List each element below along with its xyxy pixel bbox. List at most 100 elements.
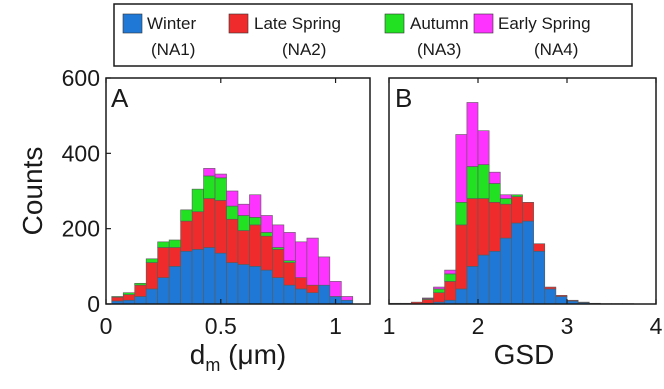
bar-panel-a-series-3-bin-13 — [260, 215, 273, 233]
bar-panel-a-series-2-bin-10 — [226, 205, 239, 220]
xtick-label-b-3: 4 — [650, 313, 663, 339]
legend: Winter (NA1) Late Spring (NA2) Autumn (N… — [113, 3, 633, 67]
bar-panel-b-series-0-bin-10 — [499, 237, 512, 305]
bar-panel-a-series-0-bin-8 — [203, 247, 216, 305]
legend-sub-late-spring: (NA2) — [282, 40, 326, 59]
bar-panel-b-series-1-bin-12 — [522, 202, 534, 222]
xtick-label-b-2: 3 — [561, 313, 574, 339]
bar-panel-b-series-2-bin-8 — [477, 164, 490, 199]
bar-panel-b-series-3-bin-8 — [477, 130, 490, 165]
bar-panel-a-series-0-bin-4 — [157, 277, 170, 305]
bar-panel-a-series-1-bin-4 — [157, 247, 170, 278]
xtick-label-a-0: 0 — [100, 313, 113, 339]
xtick-label-b-0: 1 — [383, 313, 396, 339]
legend-swatch-autumn — [384, 13, 405, 34]
bar-panel-a-series-2-bin-3 — [145, 258, 158, 263]
bar-panel-a-series-1-bin-2 — [134, 284, 147, 297]
bar-panel-a-series-1-bin-7 — [191, 211, 204, 250]
ytick-label-a-2: 400 — [62, 140, 100, 166]
bar-panel-a-series-0-bin-12 — [249, 266, 262, 305]
bar-panel-a-series-2-bin-0 — [111, 296, 124, 298]
bar-panel-b-series-3-bin-10 — [499, 194, 512, 199]
bar-panel-b-series-3-bin-3 — [422, 297, 434, 300]
legend-label-winter: Winter — [147, 14, 196, 33]
bar-panel-a-series-1-bin-17 — [306, 284, 319, 294]
panel-a: 0 0.5 1 0 200 400 600 A Counts dm (μm) — [17, 65, 371, 375]
bar-panel-b-series-1-bin-4 — [433, 292, 445, 303]
bar-panel-b-series-0-bin-11 — [511, 222, 523, 305]
panel-b-axes-box — [388, 77, 657, 305]
bar-panel-a-series-2-bin-1 — [122, 292, 136, 295]
bar-panel-a-series-3-bin-19 — [329, 281, 342, 297]
bar-panel-a-series-2-bin-5 — [168, 239, 181, 248]
bar-panel-a-series-1-bin-1 — [122, 294, 136, 301]
bar-panel-b-series-0-bin-8 — [477, 254, 490, 305]
legend-item-winter: Winter (NA1) — [122, 13, 196, 59]
legend-item-late-spring: Late Spring (NA2) — [228, 13, 341, 59]
bar-panel-a-series-3-bin-8 — [203, 168, 216, 177]
bar-panel-a-series-3-bin-12 — [249, 194, 262, 218]
bar-panel-a-series-0-bin-7 — [191, 249, 204, 305]
bar-panel-a-series-3-bin-17 — [306, 237, 319, 286]
panel-a-xlabel: dm (μm) — [190, 339, 286, 375]
panel-b-xlabel: GSD — [494, 339, 555, 370]
bar-panel-a-series-1-bin-6 — [180, 220, 193, 252]
legend-label-late-spring: Late Spring — [254, 14, 341, 33]
bar-panel-b-series-1-bin-5 — [444, 281, 457, 301]
panel-a-ylabel: Counts — [17, 147, 48, 236]
legend-label-autumn: Autumn — [410, 14, 469, 33]
bar-panel-b-series-0-bin-13 — [533, 250, 546, 305]
bar-panel-a-series-0-bin-16 — [295, 288, 308, 305]
panel-a-xlabel-sub: m — [205, 355, 220, 375]
bar-panel-b-series-0-bin-12 — [522, 220, 534, 305]
bar-panel-a-series-1-bin-15 — [283, 262, 296, 286]
xtick-label-a-2: 1 — [329, 313, 342, 339]
panel-a-label: A — [111, 83, 129, 113]
bar-panel-b-series-1-bin-8 — [477, 198, 490, 256]
legend-label-early-spring: Early Spring — [498, 14, 591, 33]
bar-panel-a-series-3-bin-16 — [295, 241, 308, 278]
bar-panel-b-series-1-bin-13 — [533, 243, 546, 252]
legend-sub-autumn: (NA3) — [417, 40, 461, 59]
bar-panel-b-series-0-bin-15 — [555, 296, 568, 305]
legend-swatch-early-spring — [473, 13, 494, 34]
bar-panel-a-series-2-bin-9 — [214, 177, 227, 201]
bar-panel-a-series-1-bin-13 — [260, 235, 273, 271]
legend-box — [113, 3, 633, 67]
bar-panel-a-series-0-bin-6 — [180, 250, 193, 305]
bar-panel-a-series-2-bin-11 — [237, 215, 250, 231]
bar-panel-b-series-1-bin-6 — [455, 224, 468, 290]
bar-panel-b-series-2-bin-9 — [488, 183, 501, 203]
bar-panel-b-series-1-bin-9 — [488, 202, 501, 252]
bar-panel-a-series-0-bin-15 — [283, 284, 296, 305]
bar-panel-a-series-3-bin-10 — [226, 190, 239, 207]
panel-b-ticks: 1 2 3 4 — [383, 78, 663, 339]
ytick-label-a-1: 200 — [62, 216, 100, 242]
bar-panel-a-series-1-bin-11 — [237, 230, 250, 265]
bar-panel-b-series-2-bin-11 — [511, 194, 523, 197]
bar-panel-b-series-3-bin-6 — [455, 134, 468, 203]
bar-panel-a-series-3-bin-20 — [340, 296, 354, 301]
bar-panel-a-series-1-bin-12 — [249, 224, 262, 267]
bar-panel-b-series-1-bin-15 — [555, 295, 568, 297]
bar-panel-b-series-0-bin-6 — [455, 288, 468, 305]
panel-a-axes-box — [105, 77, 371, 305]
bar-panel-b-series-1-bin-7 — [466, 198, 479, 267]
bar-panel-b-series-0-bin-14 — [544, 288, 557, 305]
bar-panel-a-series-0-bin-17 — [306, 292, 319, 305]
bar-panel-a-series-1-bin-3 — [145, 262, 158, 290]
bar-panel-b-series-2-bin-7 — [466, 166, 479, 199]
bar-panel-b-series-3-bin-5 — [444, 269, 457, 275]
bar-panel-b-series-2-bin-6 — [455, 202, 468, 226]
bar-panel-b-series-3-bin-4 — [433, 286, 445, 290]
panel-a-bars — [111, 168, 354, 305]
bar-panel-a-series-1-bin-8 — [203, 198, 216, 248]
bar-panel-a-series-1-bin-16 — [295, 277, 308, 290]
bar-panel-b-series-3-bin-9 — [488, 171, 501, 184]
bar-panel-b-series-2-bin-5 — [444, 273, 457, 282]
bar-panel-a-series-2-bin-6 — [180, 209, 193, 222]
legend-sub-winter: (NA1) — [151, 40, 195, 59]
bar-panel-a-series-1-bin-0 — [111, 296, 124, 302]
bar-panel-a-series-3-bin-9 — [214, 173, 227, 179]
